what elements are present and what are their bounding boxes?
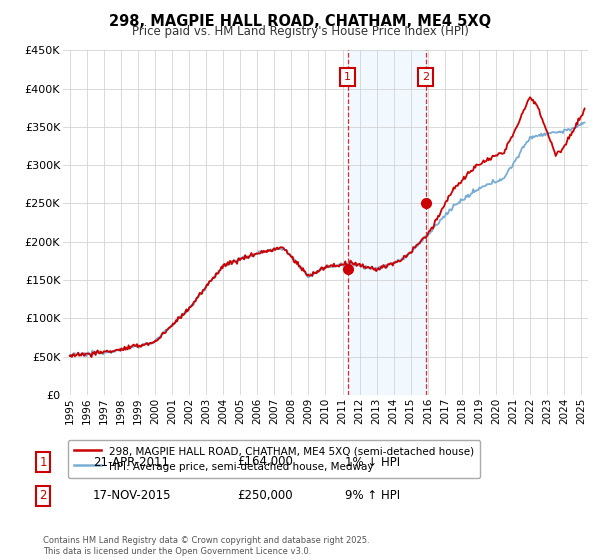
Text: 9% ↑ HPI: 9% ↑ HPI <box>345 489 400 502</box>
Legend: 298, MAGPIE HALL ROAD, CHATHAM, ME4 5XQ (semi-detached house), HPI: Average pric: 298, MAGPIE HALL ROAD, CHATHAM, ME4 5XQ … <box>68 440 480 478</box>
Text: 1% ↓ HPI: 1% ↓ HPI <box>345 455 400 469</box>
Text: 17-NOV-2015: 17-NOV-2015 <box>93 489 172 502</box>
Text: 1: 1 <box>344 72 351 82</box>
Text: 1: 1 <box>40 455 47 469</box>
Text: 2: 2 <box>40 489 47 502</box>
Text: Price paid vs. HM Land Registry's House Price Index (HPI): Price paid vs. HM Land Registry's House … <box>131 25 469 38</box>
Bar <box>347 50 426 395</box>
Text: £164,000: £164,000 <box>237 455 293 469</box>
Text: £250,000: £250,000 <box>237 489 293 502</box>
Text: 2: 2 <box>422 72 429 82</box>
Text: Contains HM Land Registry data © Crown copyright and database right 2025.
This d: Contains HM Land Registry data © Crown c… <box>43 536 370 556</box>
Text: 21-APR-2011: 21-APR-2011 <box>93 455 169 469</box>
Text: 298, MAGPIE HALL ROAD, CHATHAM, ME4 5XQ: 298, MAGPIE HALL ROAD, CHATHAM, ME4 5XQ <box>109 14 491 29</box>
